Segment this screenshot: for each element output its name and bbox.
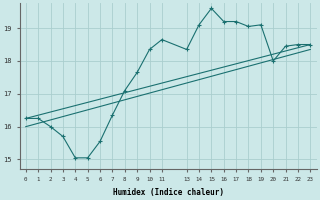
X-axis label: Humidex (Indice chaleur): Humidex (Indice chaleur) [113, 188, 224, 197]
